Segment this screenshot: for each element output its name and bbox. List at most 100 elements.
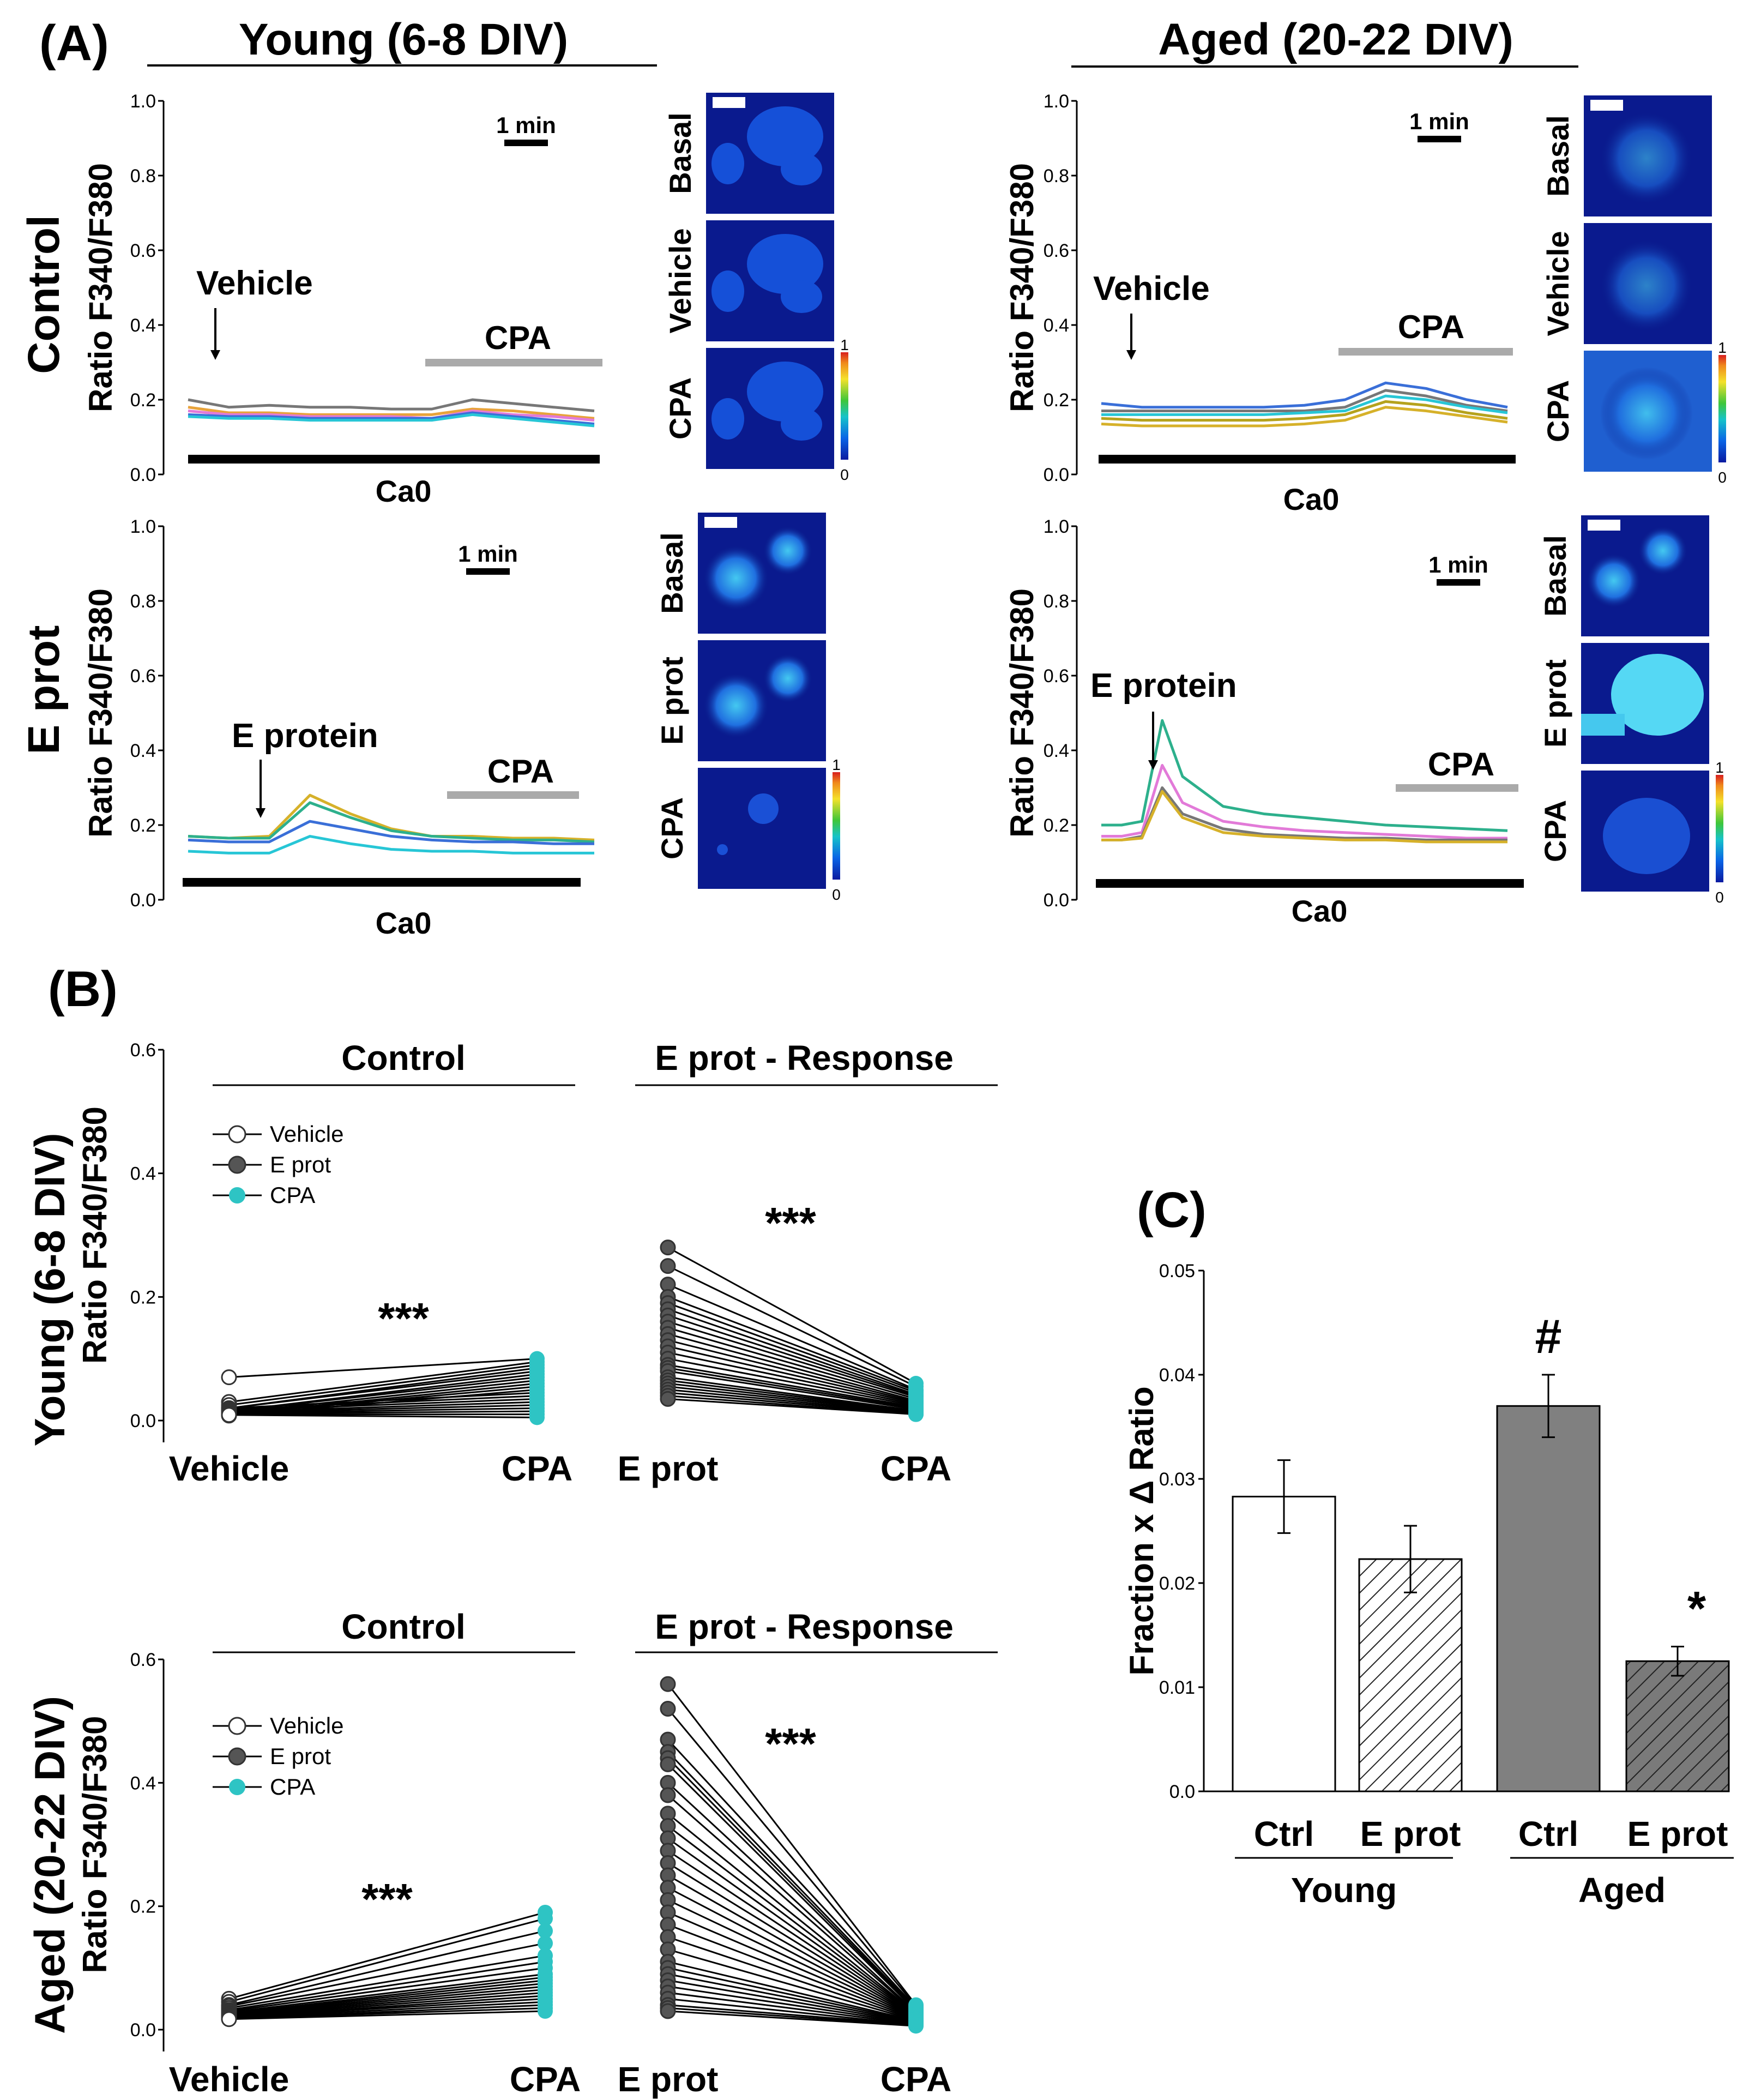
subpanel-title: E prot - Response	[655, 1038, 954, 1078]
pair-line	[667, 1392, 916, 1415]
subpanel-title: Control	[341, 1607, 466, 1646]
colorbar	[841, 352, 848, 460]
colorbar-min: 0	[1718, 469, 1727, 486]
left-point	[660, 1239, 676, 1256]
pair-line	[228, 1917, 546, 2003]
pair-line	[667, 1899, 916, 2019]
y-tick-label: 0.0	[1044, 465, 1069, 485]
pair-line	[228, 1358, 538, 1379]
right-point	[538, 2003, 553, 2019]
cell-shape	[1581, 714, 1625, 736]
legend-label: Vehicle	[270, 1121, 343, 1147]
pair-line	[667, 1751, 917, 2009]
legend-label: CPA	[270, 1182, 315, 1208]
trace-line-trace2	[188, 406, 595, 420]
cell-shape	[763, 526, 812, 575]
pair-line	[667, 1837, 916, 2016]
pair-line	[228, 2010, 546, 2020]
pair-line	[228, 1395, 538, 1411]
cell-shape	[1611, 654, 1704, 736]
chart-b2-young-eprot: E prot - Response E prot CPA ***	[618, 1038, 998, 1488]
y-tick-label: 0.2	[1044, 390, 1069, 411]
category-label: CPA	[502, 1449, 572, 1488]
left-point	[660, 1756, 676, 1772]
y-tick-label: 0.8	[1044, 166, 1069, 186]
trace-line-trace4	[1101, 790, 1507, 844]
pair-line	[667, 1386, 916, 1413]
significance-stars: ***	[765, 1719, 816, 1768]
bar	[1496, 1405, 1601, 1792]
pair-line	[228, 1997, 546, 2018]
trace-line-trace5	[188, 413, 595, 428]
pair-line	[667, 1813, 916, 2014]
colorbar-min: 0	[1715, 889, 1724, 906]
bar-annotation: *	[1687, 1581, 1706, 1635]
trace-line-trace1	[188, 398, 595, 413]
subpanel-title: Control	[341, 1038, 466, 1078]
pair-line	[667, 1364, 916, 1408]
y-tick-label: 0.2	[130, 815, 156, 836]
pair-line	[228, 1401, 538, 1413]
y-tick-label: 0.01	[1159, 1677, 1195, 1698]
subpanel-title: E prot - Response	[655, 1607, 954, 1646]
pair-line	[228, 1370, 538, 1409]
colorbar	[1716, 775, 1723, 882]
pair-line	[667, 1862, 916, 2017]
colorbar	[833, 772, 840, 880]
pair-line	[228, 1361, 538, 1403]
pair-line	[667, 1708, 917, 2007]
y-tick-label: 0.2	[130, 1897, 156, 1917]
bar-annotation: #	[1535, 1309, 1562, 1363]
y-axis-label: Ratio F340/F380	[82, 588, 119, 838]
pair-line	[228, 1410, 538, 1415]
pair-line	[228, 1979, 546, 2015]
arrow-label: Vehicle	[196, 264, 313, 302]
micrograph-label: CPA	[663, 377, 697, 440]
row-label-control: Control	[19, 215, 69, 374]
y-tick-label: 0.03	[1159, 1469, 1195, 1490]
category-label: Vehicle	[169, 1449, 290, 1488]
trace-line-trace2	[188, 801, 595, 844]
ca0-label: Ca0	[376, 906, 432, 940]
trace-line-trace3	[1101, 394, 1508, 416]
pair-line	[228, 1985, 546, 2017]
y-tick-label: 0.4	[130, 315, 156, 336]
micrograph-label: Basal	[1541, 115, 1575, 196]
chart-a3-young-eprot: 0.0 0.2 0.4 0.6 0.8 1.0 Ratio F340/F380 Ca0 CPA E…	[82, 516, 595, 940]
y-tick-label: 0.4	[1044, 741, 1069, 761]
scale-bar-white	[1590, 100, 1623, 111]
pair-line	[228, 1961, 546, 2011]
scale-bar-white	[1588, 520, 1620, 531]
pair-line	[667, 1979, 916, 2024]
pair-line	[667, 1967, 916, 2023]
chart-a1-young-control: 0.0 0.2 0.4 0.6 0.8 1.0 Ratio F340/F380 Ca0 CPA V…	[82, 91, 602, 508]
significance-stars: ***	[378, 1294, 429, 1343]
y-tick-label: 0.4	[130, 1164, 156, 1184]
legend-marker	[229, 1187, 245, 1204]
significance-stars: ***	[765, 1199, 816, 1247]
pair-line	[228, 1392, 538, 1409]
pair-line	[667, 1367, 916, 1409]
y-tick-label: 1.0	[130, 91, 156, 112]
trace-line-trace4	[188, 835, 594, 855]
cell-shape	[711, 398, 744, 440]
pair-line	[667, 1379, 916, 1412]
arrow-head	[1126, 350, 1136, 360]
micrograph-label: E prot	[1538, 659, 1572, 748]
micrograph-label: E prot	[655, 657, 689, 745]
micrograph-label: CPA	[655, 797, 689, 859]
left-point	[660, 2003, 676, 2019]
y-tick-label: 0.0	[1044, 890, 1069, 911]
left-point	[221, 1407, 237, 1423]
micrograph-stack-aged-control: Basal Vehicle CPA 1 0	[1541, 95, 1727, 486]
trace-line-trace1	[1101, 719, 1508, 832]
trace-line-trace1	[1101, 381, 1508, 409]
trace-line-trace3	[188, 820, 594, 845]
pair-line	[667, 1887, 916, 2018]
y-tick-label: 0.0	[130, 2020, 156, 2041]
category-label: E prot	[1360, 1814, 1461, 1854]
micrograph-frame	[698, 768, 826, 889]
y-tick-label: 0.8	[1044, 591, 1069, 612]
y-tick-label: 0.6	[1044, 666, 1069, 687]
